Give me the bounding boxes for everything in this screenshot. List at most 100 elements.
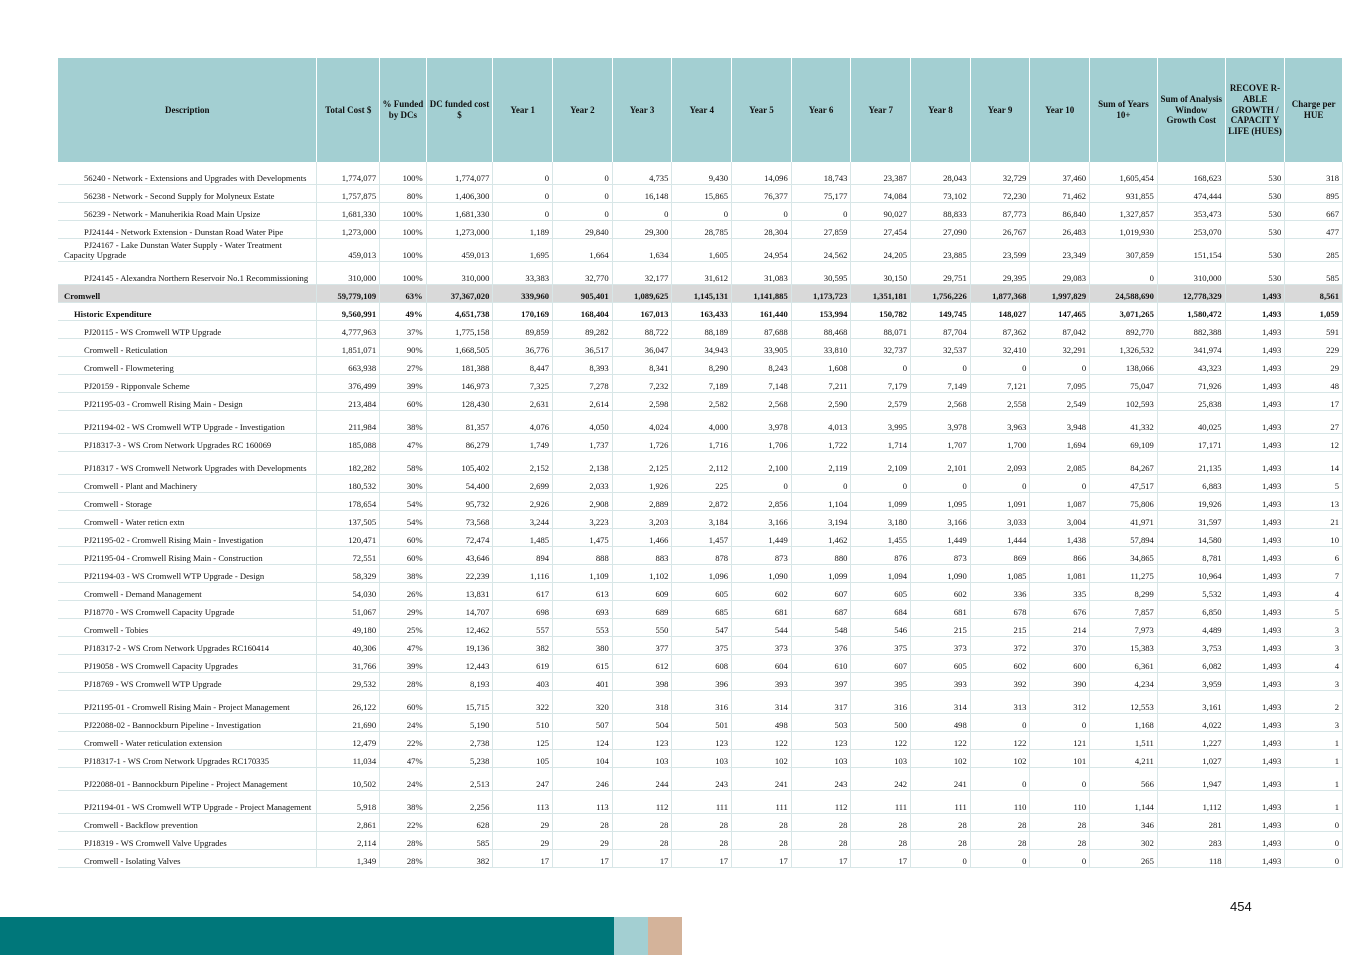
table-cell: 13,831: [426, 582, 494, 601]
table-cell: 4,735: [612, 162, 673, 185]
table-cell: 7,121: [970, 374, 1031, 393]
table-cell: 102,593: [1089, 392, 1158, 411]
table-cell: 1,757,875: [316, 184, 381, 203]
table-cell: 28,043: [910, 162, 971, 185]
table-cell: 242: [850, 767, 912, 791]
table-cell: 26,767: [970, 220, 1031, 239]
table-cell: 339,960: [492, 284, 554, 303]
table-cell: 31,083: [731, 261, 792, 285]
table-cell: 477: [1284, 220, 1343, 239]
table-cell: 10,964: [1157, 564, 1226, 583]
table-cell: 1,605: [671, 238, 733, 262]
table-cell: 1,493: [1225, 713, 1286, 732]
table-cell: 47%: [379, 636, 427, 655]
table-cell: 89,859: [492, 320, 554, 339]
table-cell: 4,211: [1089, 749, 1158, 768]
table-cell: 6,361: [1089, 654, 1158, 673]
table-cell: 1,087: [1029, 492, 1091, 511]
table-cell: 392: [970, 672, 1031, 691]
table-cell: 28: [850, 813, 912, 832]
table-cell: 87,362: [970, 320, 1031, 339]
table-cell: 1,085: [970, 564, 1031, 583]
row-description-text: Cromwell - Storage: [84, 499, 152, 510]
footer-band-teal: [0, 917, 614, 955]
table-cell: 5: [1284, 474, 1343, 493]
row-description: 56238 - Network - Second Supply for Moly…: [58, 184, 318, 203]
table-cell: 103: [791, 749, 852, 768]
table-cell: 7,095: [1029, 374, 1091, 393]
table-cell: 0: [671, 202, 733, 221]
table-cell: 376,499: [316, 374, 381, 393]
row-description-text: PJ24145 - Alexandra Northern Reservoir N…: [84, 273, 309, 284]
table-cell: 397: [791, 672, 852, 691]
row-description-text: Cromwell - Demand Management: [84, 589, 202, 600]
table-cell: 4,234: [1089, 672, 1158, 691]
table-cell: 376: [791, 636, 852, 655]
table-cell: 1,027: [1157, 749, 1226, 768]
column-header: Year 8: [910, 58, 971, 162]
table-cell: 17: [612, 849, 673, 868]
table-cell: 2,114: [316, 831, 381, 850]
table-cell: 1,634: [612, 238, 673, 262]
row-description: PJ21195-01 - Cromwell Rising Main - Proj…: [58, 690, 318, 714]
table-cell: 7,232: [612, 374, 673, 393]
table-cell: 2,631: [492, 392, 554, 411]
table-cell: 14,707: [426, 600, 494, 619]
table-cell: 895: [1284, 184, 1343, 203]
table-cell: 2,085: [1029, 451, 1091, 475]
table-cell: 1: [1284, 731, 1343, 750]
table-cell: 663,938: [316, 356, 381, 375]
table-row: Cromwell - Demand Management 54,030 26% 13,…: [58, 582, 1343, 601]
table-cell: 585: [1284, 261, 1343, 285]
table-row: PJ18770 - WS Cromwell Capacity Upgrade 51…: [58, 600, 1343, 619]
row-description: PJ18317-2 - WS Crom Network Upgrades RC1…: [58, 636, 318, 655]
row-description: 56239 - Network - Manuherikia Road Main …: [58, 202, 318, 221]
table-cell: 2,138: [552, 451, 613, 475]
table-cell: 113: [492, 790, 554, 814]
table-cell: 22%: [379, 731, 427, 750]
row-description: Cromwell - Flowmetering: [58, 356, 318, 375]
table-cell: 322: [492, 690, 554, 714]
table-cell: 1,493: [1225, 546, 1286, 565]
row-description: Cromwell - Demand Management: [58, 582, 318, 601]
table-cell: 1,493: [1225, 618, 1286, 637]
table-cell: 29,395: [970, 261, 1031, 285]
table-cell: 49,180: [316, 618, 381, 637]
table-cell: 60%: [379, 528, 427, 547]
table-cell: 0: [1029, 849, 1091, 868]
table-cell: 28: [671, 813, 733, 832]
column-header: Year 1: [492, 58, 554, 162]
table-cell: 1,094: [850, 564, 912, 583]
table-cell: 34,943: [671, 338, 733, 357]
table-cell: 88,468: [791, 320, 852, 339]
row-description: Cromwell - Backflow prevention: [58, 813, 318, 832]
table-cell: 3,194: [791, 510, 852, 529]
table-cell: 1,104: [791, 492, 852, 511]
table-cell: 2,590: [791, 392, 852, 411]
table-cell: 17: [791, 849, 852, 868]
table-cell: 180,532: [316, 474, 381, 493]
table-cell: 0: [1029, 767, 1091, 791]
table-cell: 1,096: [671, 564, 733, 583]
table-cell: 310,000: [426, 261, 494, 285]
table-cell: 1,327,857: [1089, 202, 1158, 221]
row-description: Cromwell - Storage: [58, 492, 318, 511]
table-cell: 76,377: [731, 184, 792, 203]
table-cell: 13: [1284, 492, 1343, 511]
table-row: PJ21194-02 - WS Cromwell WTP Upgrade - I…: [58, 410, 1343, 434]
table-cell: 102: [910, 749, 971, 768]
table-cell: 0: [1089, 261, 1158, 285]
table-cell: 1,493: [1225, 433, 1286, 452]
table-cell: 8,393: [552, 356, 613, 375]
table-cell: 3,203: [612, 510, 673, 529]
table-cell: 54,030: [316, 582, 381, 601]
table-cell: 1,737: [552, 433, 613, 452]
table-cell: 28%: [379, 849, 427, 868]
table-cell: 1: [1284, 790, 1343, 814]
table-cell: 1,726: [612, 433, 673, 452]
table-cell: 31,766: [316, 654, 381, 673]
table-cell: 373: [910, 636, 971, 655]
table-cell: 112: [612, 790, 673, 814]
row-description: PJ21194-03 - WS Cromwell WTP Upgrade - D…: [58, 564, 318, 583]
table-cell: 21,135: [1157, 451, 1226, 475]
